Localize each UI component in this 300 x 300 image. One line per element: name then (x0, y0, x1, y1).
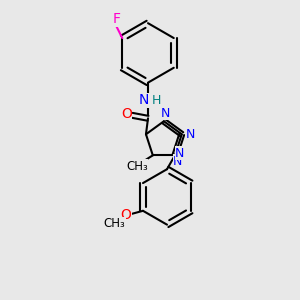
Text: F: F (112, 12, 120, 26)
Text: CH₃: CH₃ (126, 160, 148, 173)
Text: N: N (186, 128, 195, 141)
Text: N: N (175, 147, 184, 160)
Text: N: N (173, 155, 183, 168)
Text: CH₃: CH₃ (103, 217, 125, 230)
Text: N: N (139, 94, 149, 107)
Text: O: O (121, 107, 132, 121)
Text: N: N (161, 107, 170, 120)
Text: H: H (151, 94, 160, 107)
Text: O: O (121, 208, 132, 222)
